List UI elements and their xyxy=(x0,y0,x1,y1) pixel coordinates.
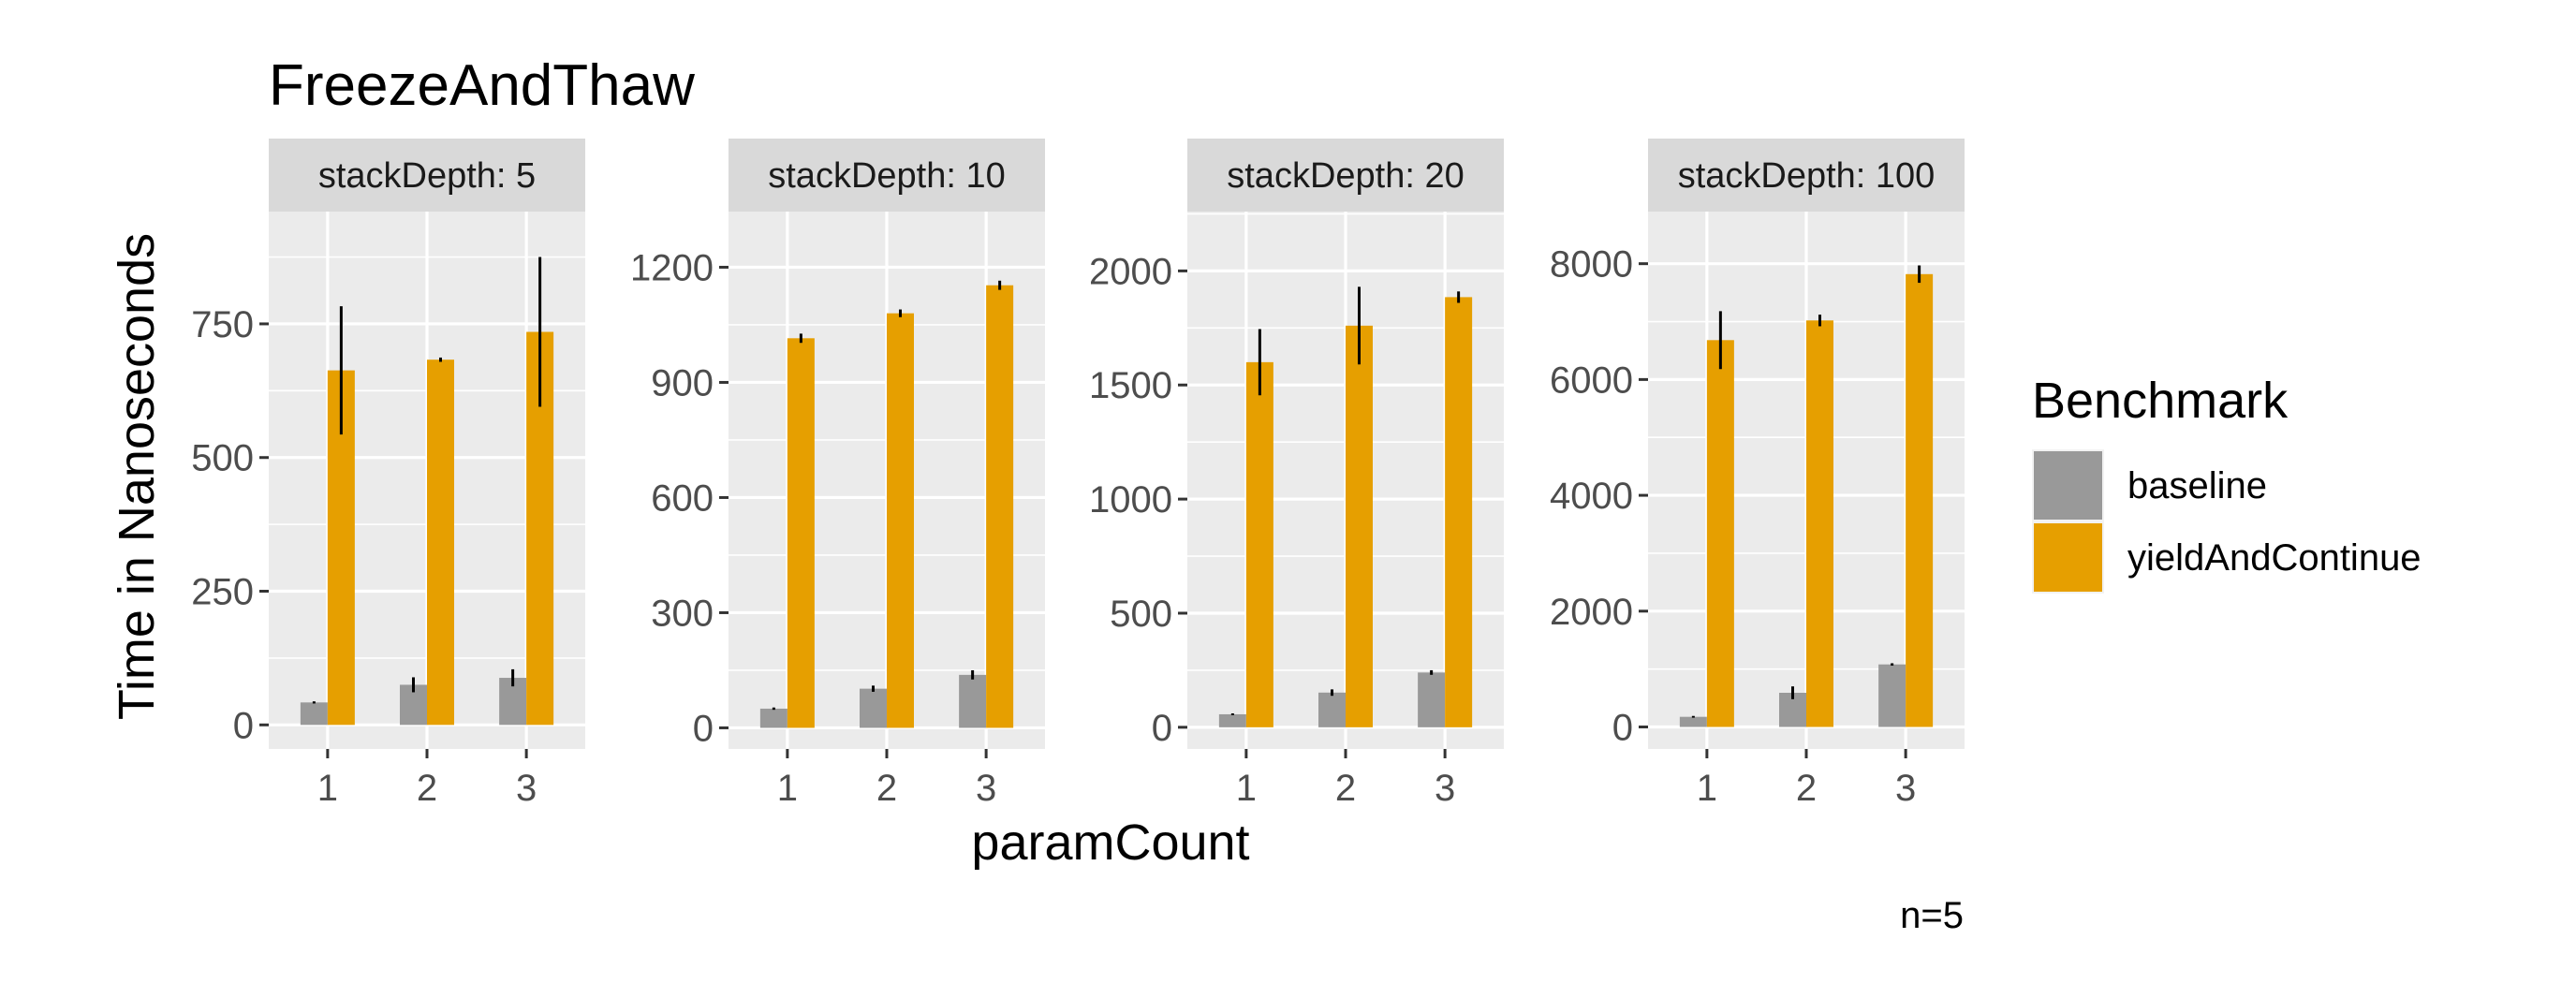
y-tick-label: 500 xyxy=(1110,594,1172,635)
x-tick-label: 3 xyxy=(1435,768,1455,809)
bar-yieldAndContinue xyxy=(427,359,454,726)
bar-yieldAndContinue xyxy=(986,285,1014,728)
y-tick-label: 1500 xyxy=(1089,365,1172,406)
y-tick-label: 1000 xyxy=(1089,479,1172,521)
bar-yieldAndContinue xyxy=(1806,320,1833,727)
bar-yieldAndContinue xyxy=(1445,297,1473,727)
facet-strip-label: stackDepth: 20 xyxy=(1227,156,1464,196)
y-tick-label: 0 xyxy=(1612,707,1633,748)
x-tick-label: 3 xyxy=(976,768,996,809)
facet-strip xyxy=(729,139,1045,212)
bar-yieldAndContinue xyxy=(787,338,815,728)
bar-yieldAndContinue xyxy=(1346,325,1373,727)
bar-baseline xyxy=(860,688,887,728)
x-tick-label: 2 xyxy=(1335,768,1356,809)
x-tick-label: 2 xyxy=(417,768,437,809)
facet-panel: stackDepth: 20 0 500 1000 1500 2000 1 2 3 xyxy=(1089,139,1504,809)
bar-baseline xyxy=(959,674,987,728)
facet-panel: stackDepth: 100 0 2000 4000 6000 8000 1 2 3 xyxy=(1550,139,1965,809)
y-tick-label: 8000 xyxy=(1550,244,1633,286)
bar-baseline xyxy=(300,702,328,726)
y-tick-label: 0 xyxy=(233,705,254,746)
y-tick-label: 0 xyxy=(693,708,714,749)
bar-yieldAndContinue xyxy=(1706,340,1734,727)
facet-panel: stackDepth: 10 0 300 600 900 1200 1 2 3 xyxy=(630,139,1045,809)
x-tick-label: 2 xyxy=(1796,768,1817,809)
y-tick-label: 2000 xyxy=(1550,592,1633,633)
facet-strip xyxy=(1648,139,1965,212)
legend-key-yieldAndContinue xyxy=(2034,523,2102,592)
y-tick-label: 750 xyxy=(191,304,254,345)
y-tick-label: 1200 xyxy=(630,247,714,288)
legend-label: baseline xyxy=(2127,465,2267,506)
facet-strip-label: stackDepth: 100 xyxy=(1678,156,1936,196)
bar-baseline xyxy=(1878,664,1906,727)
facet-strip xyxy=(269,139,585,212)
x-tick-label: 1 xyxy=(777,768,798,809)
legend-title: Benchmark xyxy=(2032,373,2289,429)
y-tick-label: 600 xyxy=(651,477,714,519)
x-tick-label: 1 xyxy=(1236,768,1257,809)
facet-strip-label: stackDepth: 10 xyxy=(768,156,1005,196)
bar-yieldAndContinue xyxy=(1245,361,1273,727)
y-tick-label: 6000 xyxy=(1550,359,1633,401)
legend-key-baseline xyxy=(2034,451,2102,520)
x-tick-label: 3 xyxy=(1895,768,1916,809)
y-tick-label: 2000 xyxy=(1089,251,1172,292)
bar-baseline xyxy=(759,708,788,728)
chart-title: FreezeAndThaw xyxy=(269,53,695,118)
bar-baseline xyxy=(1418,672,1446,727)
x-tick-label: 1 xyxy=(317,768,338,809)
y-tick-label: 0 xyxy=(1152,708,1172,749)
x-tick-label: 2 xyxy=(876,768,897,809)
bar-yieldAndContinue xyxy=(1906,273,1934,727)
bar-baseline xyxy=(1218,713,1246,727)
caption: n=5 xyxy=(1900,895,1964,936)
bar-baseline xyxy=(1318,692,1346,727)
facet-panel: stackDepth: 5 0 250 500 750 1 2 3 xyxy=(191,139,585,809)
y-tick-label: 900 xyxy=(651,362,714,403)
x-tick-label: 3 xyxy=(516,768,537,809)
x-tick-label: 1 xyxy=(1697,768,1717,809)
y-axis-title: Time in Nanoseconds xyxy=(109,233,165,720)
legend: Benchmark baseline yieldAndContinue xyxy=(2032,373,2421,594)
y-tick-label: 250 xyxy=(191,572,254,613)
x-axis-title: paramCount xyxy=(971,814,1249,871)
y-tick-label: 4000 xyxy=(1550,476,1633,517)
bar-baseline xyxy=(1679,716,1707,727)
y-tick-label: 300 xyxy=(651,593,714,634)
y-tick-label: 500 xyxy=(191,438,254,479)
facet-strip xyxy=(1187,139,1504,212)
facet-strip-label: stackDepth: 5 xyxy=(318,156,536,196)
legend-label: yieldAndContinue xyxy=(2127,537,2421,579)
bar-yieldAndContinue xyxy=(887,313,914,728)
